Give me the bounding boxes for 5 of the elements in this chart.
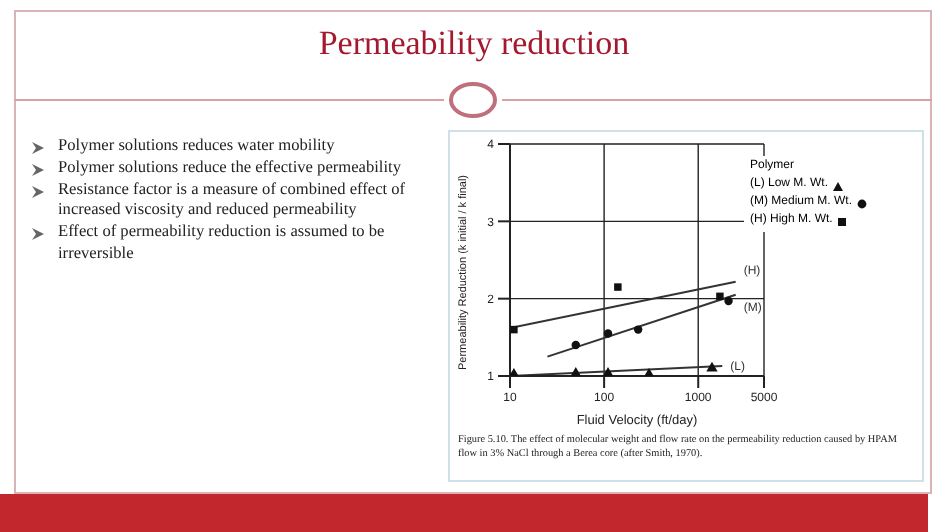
text: Polymer solutions reduce the effective permeability — [58, 157, 401, 180]
text: Effect of permeability reduction is assumed to be irreversible — [58, 222, 387, 266]
text: Polymer solutions reduces water mobility — [58, 136, 335, 158]
chart-title: Permeability reduction — [316, 24, 632, 64]
text: Resistance factor is a measure of combined effect of increased viscosity and reduced permeability — [58, 179, 408, 223]
